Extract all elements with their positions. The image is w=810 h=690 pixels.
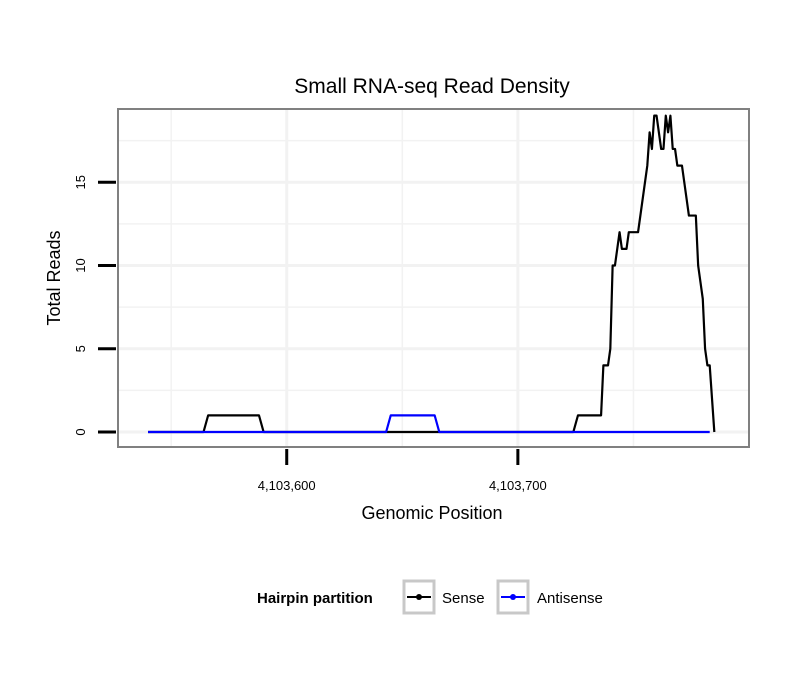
x-axis-title: Genomic Position — [361, 503, 502, 523]
plot-panel-border — [117, 108, 750, 448]
y-tick-label-15: 15 — [73, 175, 88, 189]
y-tick-label-10: 10 — [73, 258, 88, 272]
legend-label-sense: Sense — [442, 590, 485, 607]
y-axis-title: Total Reads — [44, 230, 64, 325]
legend-item-sense: Sense — [402, 579, 485, 615]
legend-item-antisense: Antisense — [496, 579, 603, 615]
chart-title: Small RNA-seq Read Density — [294, 75, 570, 98]
y-tick-label-0: 0 — [73, 428, 88, 435]
series-line-sense — [148, 114, 716, 434]
legend-dot-antisense — [510, 594, 516, 600]
x-tick-label-4103600: 4,103,600 — [258, 478, 316, 493]
legend-label-antisense: Antisense — [537, 590, 603, 607]
grid-major — [118, 109, 749, 447]
series-layer — [148, 114, 716, 434]
legend-dot-sense — [416, 594, 422, 600]
grid-minor — [118, 109, 749, 447]
series-line-antisense — [148, 414, 710, 434]
legend: Hairpin partition Sense Antisense — [257, 579, 603, 615]
y-tick-label-5: 5 — [73, 345, 88, 352]
x-tick-label-4103700: 4,103,700 — [489, 478, 547, 493]
x-axis: 4,103,600 4,103,700 — [258, 449, 547, 493]
y-axis: 0 5 10 15 — [73, 175, 116, 436]
legend-title: Hairpin partition — [257, 590, 373, 607]
